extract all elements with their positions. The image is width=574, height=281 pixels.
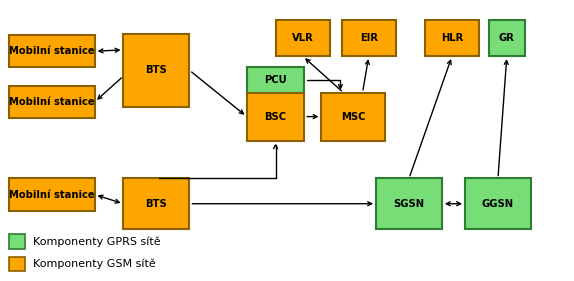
FancyBboxPatch shape — [9, 35, 95, 67]
Text: GR: GR — [499, 33, 515, 43]
FancyBboxPatch shape — [247, 93, 304, 140]
FancyBboxPatch shape — [247, 67, 304, 93]
Text: MSC: MSC — [341, 112, 365, 122]
FancyBboxPatch shape — [489, 20, 525, 56]
Text: BTS: BTS — [146, 199, 167, 209]
Text: PCU: PCU — [264, 75, 287, 85]
Text: BTS: BTS — [146, 65, 167, 75]
FancyBboxPatch shape — [9, 86, 95, 118]
FancyBboxPatch shape — [123, 178, 189, 229]
Text: Mobilní stanice: Mobilní stanice — [9, 190, 95, 200]
FancyBboxPatch shape — [465, 178, 531, 229]
Text: Mobilní stanice: Mobilní stanice — [9, 46, 95, 56]
Text: Komponenty GSM sítě: Komponenty GSM sítě — [33, 259, 156, 269]
Text: HLR: HLR — [441, 33, 463, 43]
FancyBboxPatch shape — [376, 178, 442, 229]
FancyBboxPatch shape — [9, 234, 25, 249]
Text: Komponenty GPRS sítě: Komponenty GPRS sítě — [33, 236, 160, 247]
Text: VLR: VLR — [292, 33, 313, 43]
FancyBboxPatch shape — [425, 20, 479, 56]
Text: Mobilní stanice: Mobilní stanice — [9, 97, 95, 107]
Text: SGSN: SGSN — [393, 199, 425, 209]
Text: EIR: EIR — [360, 33, 378, 43]
FancyBboxPatch shape — [9, 178, 95, 211]
FancyBboxPatch shape — [123, 34, 189, 107]
FancyBboxPatch shape — [9, 257, 25, 271]
FancyBboxPatch shape — [342, 20, 396, 56]
Text: GGSN: GGSN — [482, 199, 514, 209]
Text: BSC: BSC — [265, 112, 286, 122]
FancyBboxPatch shape — [276, 20, 330, 56]
FancyBboxPatch shape — [321, 93, 385, 140]
